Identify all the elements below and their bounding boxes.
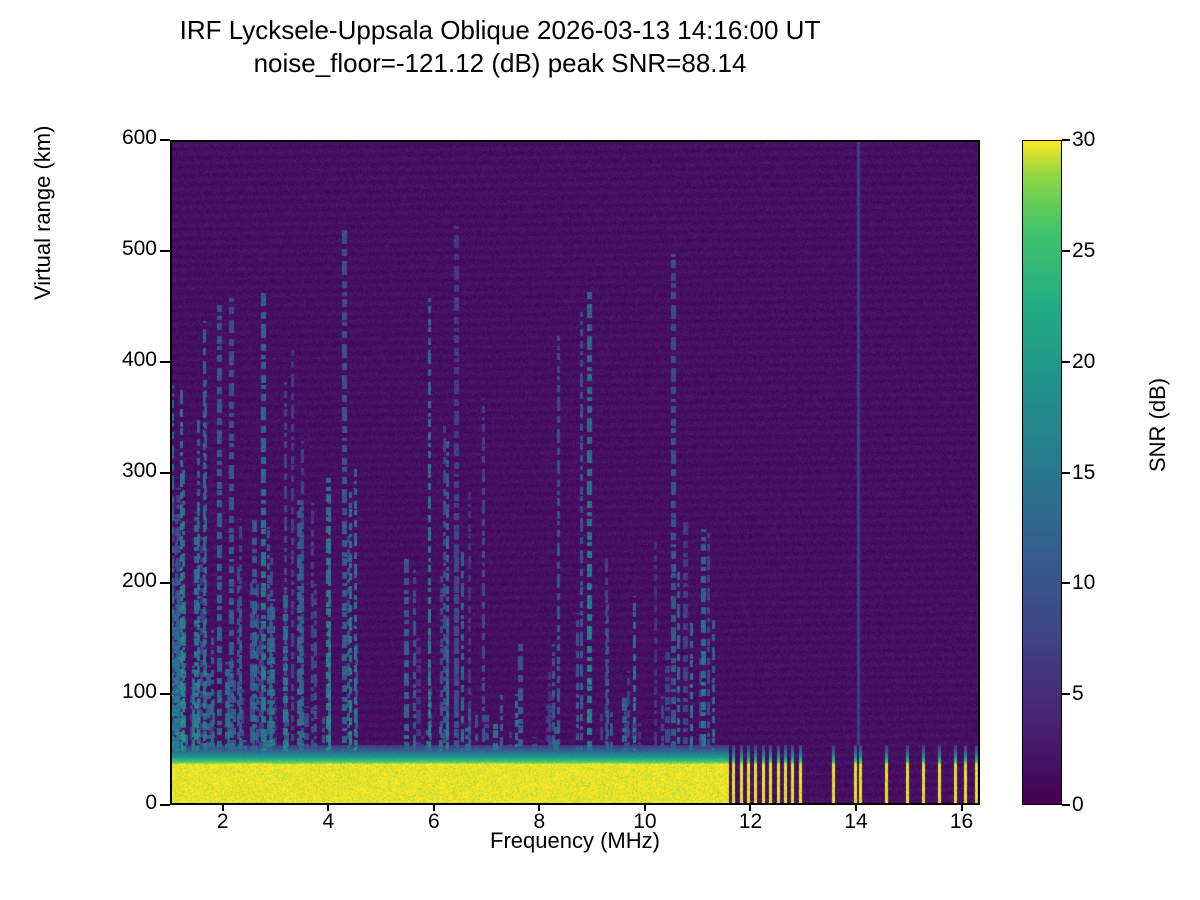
- colorbar-container[interactable]: [1022, 140, 1062, 805]
- x-tick-label-6: 6: [428, 810, 440, 834]
- spectrogram-plot[interactable]: [170, 140, 980, 805]
- y-tick-label-100: 100: [62, 680, 157, 704]
- colorbar-tick-label-10: 10: [1072, 571, 1095, 595]
- colorbar-tick-label-0: 0: [1072, 793, 1084, 817]
- y-tick-label-500: 500: [62, 237, 157, 261]
- x-tick-mark-4: [327, 803, 329, 811]
- title-line2: noise_floor=-121.12 (dB) peak SNR=88.14: [0, 47, 1000, 80]
- y-axis-label: Virtual range (km): [30, 126, 56, 300]
- colorbar-tick-mark-10: [1062, 582, 1070, 584]
- x-tick-label-8: 8: [534, 810, 546, 834]
- y-tick-label-600: 600: [62, 126, 157, 150]
- chart-title: IRF Lycksele-Uppsala Oblique 2026-03-13 …: [0, 14, 1000, 79]
- colorbar-tick-label-5: 5: [1072, 682, 1084, 706]
- y-tick-label-300: 300: [62, 459, 157, 483]
- y-tick-mark-400: [160, 361, 170, 363]
- colorbar-tick-label-30: 30: [1072, 128, 1095, 152]
- y-tick-label-400: 400: [62, 348, 157, 372]
- y-tick-mark-600: [160, 139, 170, 141]
- x-tick-mark-14: [855, 803, 857, 811]
- colorbar-tick-mark-0: [1062, 804, 1070, 806]
- y-tick-mark-500: [160, 250, 170, 252]
- colorbar-tick-label-25: 25: [1072, 239, 1095, 263]
- colorbar-tick-mark-20: [1062, 361, 1070, 363]
- colorbar-tick-mark-15: [1062, 472, 1070, 474]
- x-tick-label-4: 4: [322, 810, 334, 834]
- x-tick-mark-12: [749, 803, 751, 811]
- x-tick-mark-2: [222, 803, 224, 811]
- y-tick-label-200: 200: [62, 569, 157, 593]
- colorbar-tick-label-20: 20: [1072, 350, 1095, 374]
- x-tick-label-2: 2: [217, 810, 229, 834]
- colorbar-tick-label-15: 15: [1072, 461, 1095, 485]
- x-tick-label-12: 12: [739, 810, 762, 834]
- x-tick-mark-6: [433, 803, 435, 811]
- x-tick-mark-8: [538, 803, 540, 811]
- y-tick-label-0: 0: [62, 791, 157, 815]
- x-tick-mark-10: [644, 803, 646, 811]
- y-tick-mark-200: [160, 582, 170, 584]
- x-tick-label-10: 10: [633, 810, 656, 834]
- y-tick-mark-100: [160, 693, 170, 695]
- x-tick-mark-16: [961, 803, 963, 811]
- x-tick-label-16: 16: [950, 810, 973, 834]
- figure-container: IRF Lycksele-Uppsala Oblique 2026-03-13 …: [0, 0, 1200, 900]
- y-tick-mark-0: [160, 804, 170, 806]
- colorbar-tick-mark-25: [1062, 250, 1070, 252]
- colorbar-label: SNR (dB): [1145, 378, 1171, 472]
- colorbar-tick-mark-30: [1062, 139, 1070, 141]
- title-line1: IRF Lycksele-Uppsala Oblique 2026-03-13 …: [0, 14, 1000, 47]
- y-tick-mark-300: [160, 472, 170, 474]
- x-tick-label-14: 14: [844, 810, 867, 834]
- colorbar-tick-mark-5: [1062, 693, 1070, 695]
